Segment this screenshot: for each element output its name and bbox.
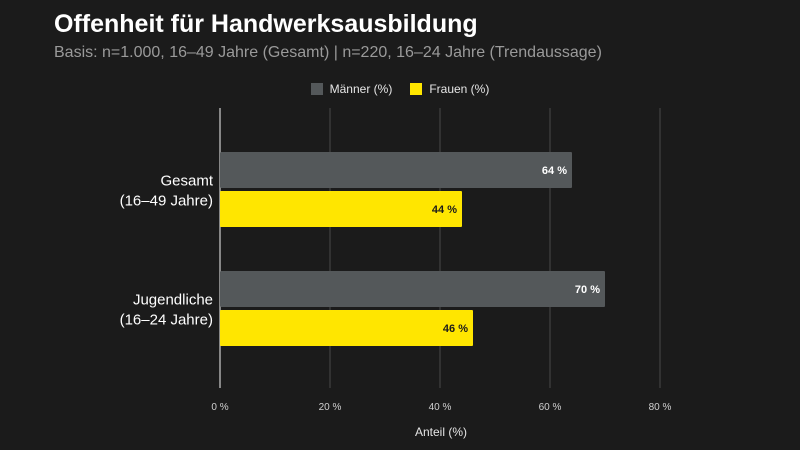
chart-subtitle: Basis: n=1.000, 16–49 Jahre (Gesamt) | n… [54,44,602,61]
chart-title: Offenheit für Handwerksausbildung [54,10,478,38]
legend-swatch-men [310,83,323,95]
category-label: Jugendliche (16–24 Jahre) [120,292,213,329]
x-tick-label: 20 % [319,402,342,413]
bar-value-label: 46 % [443,323,468,335]
category-label-line: (16–24 Jahre) [120,312,213,329]
bar-women [220,191,462,227]
x-tick-label: 0 % [211,402,228,413]
legend-label-women: Frauen (%) [429,82,490,96]
bar-value-label: 64 % [542,165,567,177]
legend-item-women: Frauen (%) [410,82,489,96]
bar-value-label: 44 % [432,204,457,216]
legend: Männer (%) Frauen (%) [0,82,800,96]
x-tick-label: 40 % [429,402,452,413]
x-axis-title: Anteil (%) [415,425,467,439]
bar-value-label: 70 % [575,284,600,296]
category-label-line: (16–49 Jahre) [120,193,213,210]
legend-item-men: Männer (%) [310,82,393,96]
bar-men [220,152,572,188]
category-label-line: Gesamt [160,173,213,190]
bar-women [220,310,473,346]
category-label-line: Jugendliche [133,292,213,309]
x-tick-label: 80 % [649,402,672,413]
x-tick-label: 60 % [539,402,562,413]
category-label: Gesamt (16–49 Jahre) [120,173,214,210]
legend-label-men: Männer (%) [329,82,393,96]
bar-men [220,271,605,307]
legend-swatch-women [410,83,423,95]
